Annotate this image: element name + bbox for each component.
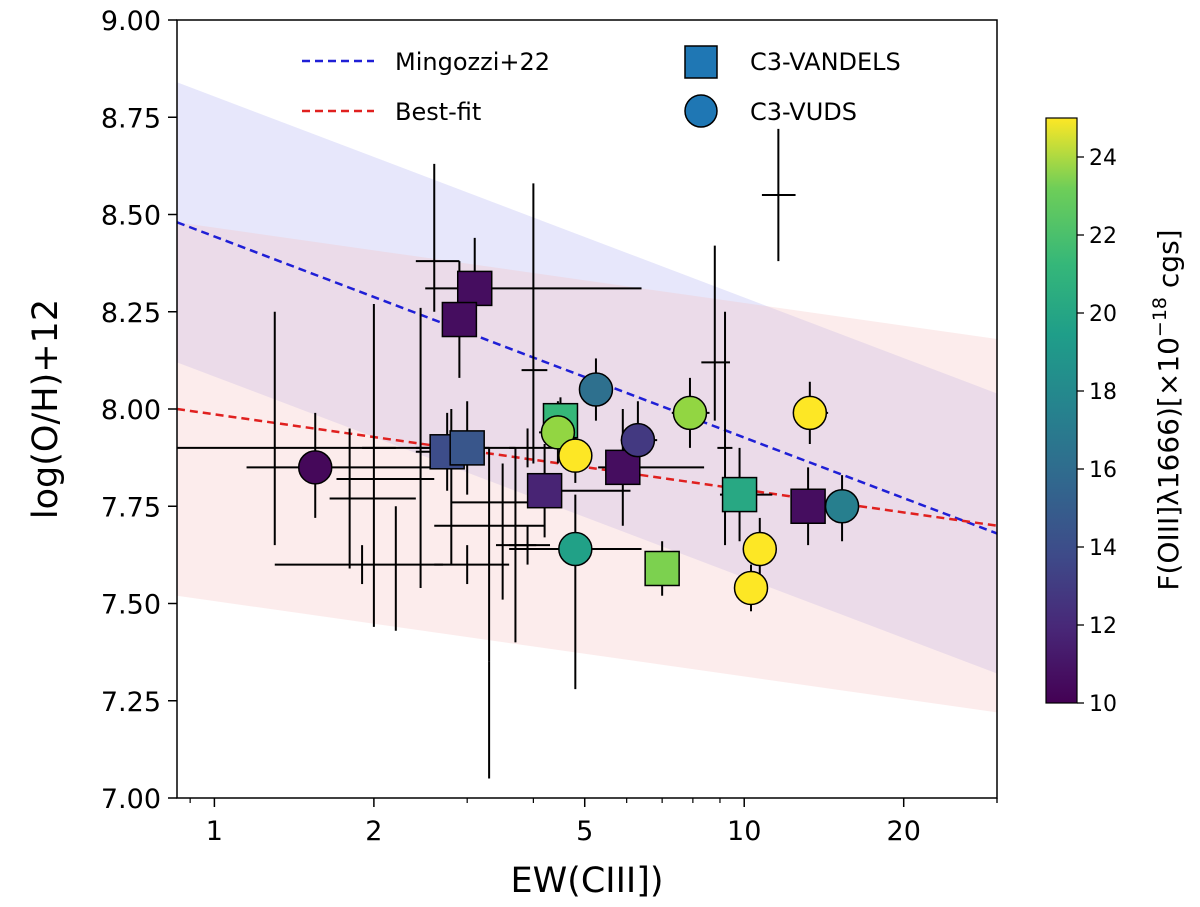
vuds-marker-1 <box>578 372 614 407</box>
colorbar-tick-label-3: 16 <box>1089 458 1117 483</box>
vuds-marker-2 <box>540 415 576 450</box>
vuds-marker-5 <box>672 395 708 431</box>
legend-label-vandels: C3-VANDELS <box>750 48 901 76</box>
vuds-marker-9 <box>733 570 769 606</box>
colorbar-label-tail: cgs] <box>1152 229 1185 297</box>
y-tick-label-3: 7.75 <box>101 492 161 523</box>
legend-marker-vandels <box>684 45 718 79</box>
colorbar-label: F(OIII]λ1666)[×10−18 cgs] <box>1149 229 1185 590</box>
y-tick-label-8: 9.00 <box>101 6 161 37</box>
y-tick-label-4: 8.00 <box>101 395 161 426</box>
colorbar-tick-label-7: 24 <box>1089 146 1117 171</box>
vuds-marker-7 <box>792 395 828 431</box>
plot-area <box>177 20 997 798</box>
vandels-marker-1 <box>441 301 478 338</box>
y-tick-label-0: 7.00 <box>101 784 161 815</box>
legend: Mingozzi+22 Best-fit C3-VANDELS C3-VUDS <box>302 45 901 128</box>
fit-line-mingozzi <box>177 221 997 535</box>
colorbar-tick-label-6: 22 <box>1089 224 1117 249</box>
vandels-marker-5 <box>526 472 563 509</box>
legend-marker-vuds <box>684 94 718 128</box>
vuds-marker-10 <box>824 489 860 524</box>
legend-label-vuds: C3-VUDS <box>750 98 857 126</box>
x-tick-label-0: 1 <box>206 816 223 847</box>
legend-label-bestfit: Best-fit <box>395 98 481 126</box>
vuds-marker-8 <box>742 531 778 567</box>
y-tick-label-6: 8.50 <box>101 201 161 232</box>
y-tick-label-5: 8.25 <box>101 298 161 329</box>
y-tick-label-1: 7.25 <box>101 687 161 718</box>
colorbar-gradient <box>1045 117 1078 704</box>
y-tick-label-7: 8.75 <box>101 103 161 134</box>
model-lines <box>177 221 997 535</box>
x-tick-label-3: 10 <box>727 816 761 847</box>
x-tick-label-1: 2 <box>365 816 382 847</box>
colorbar-tick-label-0: 10 <box>1089 692 1117 717</box>
vandels-marker-8 <box>721 476 758 513</box>
vuds-marker-3 <box>558 438 593 473</box>
data-markers <box>297 270 860 606</box>
fit-line-bestfit <box>177 407 997 527</box>
colorbar-label-exponent: −18 <box>1149 297 1171 337</box>
x-tick-label-4: 20 <box>887 816 921 847</box>
colorbar-tick-label-4: 18 <box>1089 380 1117 405</box>
vandels-marker-9 <box>790 488 826 524</box>
x-axis-ticks: 1 2 5 10 20 <box>189 798 998 847</box>
vuds-marker-4 <box>620 422 656 458</box>
y-axis-ticks: 7.00 7.25 7.50 7.75 8.00 8.25 8.50 8.75 9.00 <box>101 6 177 815</box>
vandels-marker-7 <box>644 550 680 587</box>
vandels-marker-0 <box>456 270 493 307</box>
vuds-marker-6 <box>558 531 593 567</box>
colorbar-ticks: 10 12 14 16 18 20 22 24 <box>1077 146 1117 717</box>
colorbar: 10 12 14 16 18 20 22 24 F(OIII]λ1666)[×10−18 cg… <box>1045 117 1185 717</box>
y-tick-label-2: 7.50 <box>101 590 161 621</box>
vandels-marker-3 <box>449 430 485 466</box>
colorbar-tick-label-1: 12 <box>1089 614 1117 639</box>
colorbar-tick-label-5: 20 <box>1089 302 1117 327</box>
y-axis-label: log(O/H)+12 <box>26 299 66 519</box>
x-tick-label-2: 5 <box>576 816 593 847</box>
vuds-marker-0 <box>297 450 333 485</box>
x-axis-label: EW(CIII]) <box>510 861 663 901</box>
legend-label-mingozzi: Mingozzi+22 <box>395 48 550 76</box>
colorbar-tick-label-2: 14 <box>1089 536 1117 561</box>
